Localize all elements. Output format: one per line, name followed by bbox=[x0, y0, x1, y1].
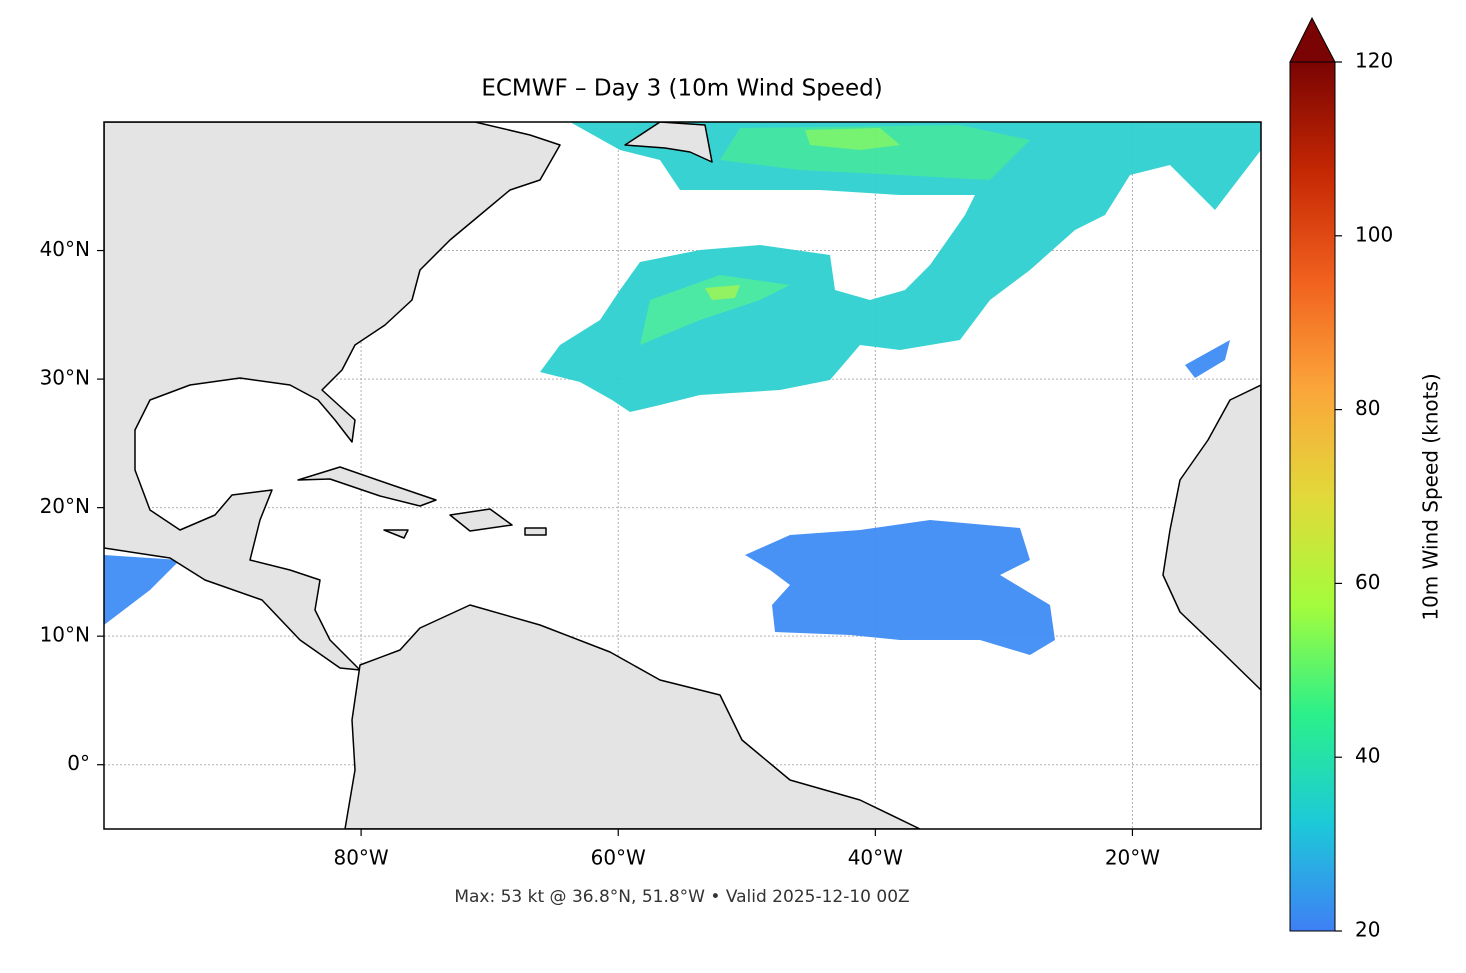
colorbar-tick-label: 60 bbox=[1355, 570, 1380, 594]
colorbar bbox=[1289, 61, 1336, 932]
x-tick-label: 40°W bbox=[848, 846, 903, 870]
colorbar-extend bbox=[1289, 16, 1336, 63]
y-tick-label: 10°N bbox=[40, 623, 90, 647]
hispaniola bbox=[449, 508, 513, 532]
y-tick-label: 20°N bbox=[40, 494, 90, 518]
colorbar-tick-label: 40 bbox=[1355, 744, 1380, 768]
wind-region bbox=[745, 520, 1055, 655]
map-frame bbox=[103, 121, 1262, 830]
chart-title: ECMWF – Day 3 (10m Wind Speed) bbox=[481, 76, 882, 102]
wind-region bbox=[540, 122, 1261, 412]
south-america bbox=[344, 604, 921, 829]
land bbox=[104, 122, 1261, 829]
y-tick-label: 40°N bbox=[40, 237, 90, 261]
wind-field bbox=[104, 122, 1261, 655]
africa bbox=[1162, 384, 1261, 691]
colorbar-tick-label: 120 bbox=[1355, 49, 1393, 73]
x-tick-label: 20°W bbox=[1105, 846, 1160, 870]
wind-region bbox=[705, 285, 740, 300]
wind-region bbox=[720, 125, 1030, 180]
x-tick-label: 60°W bbox=[591, 846, 646, 870]
map bbox=[104, 122, 1261, 829]
north-america bbox=[104, 122, 561, 671]
y-tick-label: 0° bbox=[67, 751, 90, 775]
colorbar-tick-label: 80 bbox=[1355, 396, 1380, 420]
y-tick-label: 30°N bbox=[40, 366, 90, 390]
cuba bbox=[297, 466, 437, 507]
puerto-rico bbox=[524, 527, 547, 536]
jamaica bbox=[383, 529, 409, 539]
wind-region bbox=[640, 275, 790, 345]
footnote: Max: 53 kt @ 36.8°N, 51.8°W • Valid 2025… bbox=[454, 887, 909, 907]
x-tick-label: 80°W bbox=[333, 846, 388, 870]
colorbar-tick-label: 100 bbox=[1355, 222, 1393, 246]
newfoundland bbox=[624, 122, 713, 163]
wind-region bbox=[805, 128, 900, 150]
colorbar-label: 10m Wind Speed (knots) bbox=[1419, 373, 1443, 620]
colorbar-tick-label: 20 bbox=[1355, 918, 1380, 942]
